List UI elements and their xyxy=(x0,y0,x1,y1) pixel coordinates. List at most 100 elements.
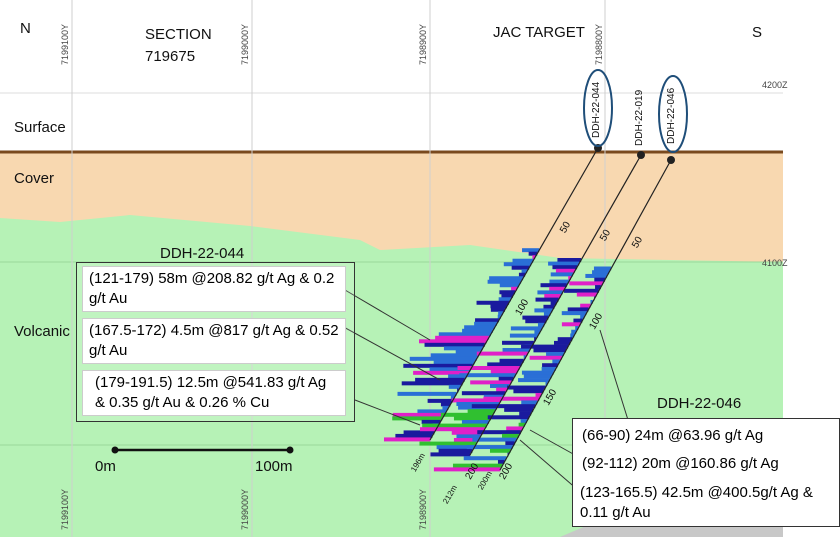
assay-bar xyxy=(392,416,443,421)
assay-bar xyxy=(554,340,571,345)
assay-bar xyxy=(540,283,567,288)
assay-bar xyxy=(567,307,589,312)
northing-label: 7199000Y xyxy=(240,488,250,530)
assay-bar xyxy=(533,348,567,353)
assay-bar xyxy=(595,285,601,290)
interval-box: (179-191.5) 12.5m @541.83 g/t Ag & 0.35 … xyxy=(82,370,346,416)
northing-label: 7199100Y xyxy=(60,488,70,530)
assay-bar xyxy=(509,333,539,338)
assay-bar xyxy=(513,389,544,394)
scale-end xyxy=(286,446,294,454)
assay-bar xyxy=(459,373,516,378)
assay-bar xyxy=(511,286,518,291)
assay-bar xyxy=(498,376,514,381)
hole-label: DDH-22-046 xyxy=(666,87,677,144)
assay-bar xyxy=(440,412,493,417)
assay-bar xyxy=(557,337,573,342)
assay-bar xyxy=(521,400,538,405)
assay-bar xyxy=(549,279,569,284)
assay-bar xyxy=(522,248,540,253)
assay-bar xyxy=(498,311,503,316)
assay-bar xyxy=(502,340,534,345)
assay-bar xyxy=(535,392,542,397)
assay-bar xyxy=(510,326,543,331)
assay-bar xyxy=(419,441,477,446)
assay-bar xyxy=(564,288,599,293)
assay-bar xyxy=(519,411,532,416)
assay-bar xyxy=(403,430,435,435)
assay-bar xyxy=(461,391,506,396)
assay-bar xyxy=(450,395,455,400)
hole-highlight xyxy=(658,75,688,153)
northing-label: 7199000Y xyxy=(240,23,250,65)
interval-box: (92-112) 20m @160.86 g/t Ag xyxy=(576,452,834,478)
assay-bar xyxy=(549,286,565,291)
assay-bar xyxy=(438,448,473,453)
assay-bar xyxy=(422,423,487,428)
north-label: N xyxy=(20,20,31,37)
assay-bar xyxy=(525,319,547,324)
scale-label: 100m xyxy=(255,458,293,475)
assay-bar xyxy=(544,294,561,298)
assay-bar xyxy=(490,369,518,374)
assay-bar xyxy=(451,430,483,435)
assay-bar xyxy=(573,318,583,323)
assay-bar xyxy=(464,325,495,330)
assay-bar xyxy=(580,314,585,319)
assay-bar xyxy=(421,419,441,424)
assay-bar xyxy=(512,258,534,263)
south-label: S xyxy=(752,24,763,41)
assay-bar xyxy=(592,270,610,275)
assay-bar xyxy=(522,315,549,320)
assay-bar xyxy=(529,355,562,360)
assay-bar xyxy=(427,398,453,403)
assay-bar xyxy=(504,407,534,412)
assay-bar xyxy=(535,297,559,302)
interval-text: (121-179) 58m @208.82 g/t Ag & 0.2 g/t A… xyxy=(89,270,335,307)
cover-layer xyxy=(0,152,783,262)
assay-bar xyxy=(456,402,500,406)
assay-bar xyxy=(457,366,520,370)
assay-bar xyxy=(490,304,507,309)
assay-bar xyxy=(543,304,555,309)
assay-bar xyxy=(552,265,578,270)
section-number: 719675 xyxy=(145,48,196,65)
assay-bar xyxy=(520,419,528,424)
interval-text: (92-112) 20m @160.86 g/t Ag xyxy=(582,455,779,472)
interval-box: (66-90) 24m @63.96 g/t Ag xyxy=(576,424,834,450)
assay-bar xyxy=(403,363,473,368)
assay-bar xyxy=(453,438,479,442)
assay-bar xyxy=(550,301,557,306)
assay-bar xyxy=(419,427,485,432)
assay-bar xyxy=(496,387,508,392)
assay-bar xyxy=(474,321,497,326)
assay-bar xyxy=(568,276,571,280)
assay-bar xyxy=(593,266,612,271)
assay-bar xyxy=(429,367,471,372)
assay-bar xyxy=(521,269,528,274)
layer-label: Cover xyxy=(14,170,55,187)
assay-bar xyxy=(528,251,538,256)
assay-bar xyxy=(570,333,575,338)
assay-bar xyxy=(545,381,548,386)
assay-bar xyxy=(453,416,491,421)
scale-label: 0m xyxy=(95,458,116,475)
assay-bar xyxy=(555,268,575,273)
leader-lines xyxy=(339,289,629,491)
assay-bar xyxy=(443,346,483,351)
assay-bar xyxy=(506,426,523,431)
assay-bar xyxy=(576,292,597,297)
assay-bar xyxy=(430,353,479,358)
assay-bar xyxy=(548,261,580,266)
assay-bar xyxy=(448,384,461,389)
assay-bar xyxy=(498,297,511,302)
assay-bar xyxy=(561,311,587,316)
assay-bar xyxy=(413,370,469,375)
assay-bar xyxy=(435,335,489,340)
layer-label: Surface xyxy=(14,119,66,136)
callout-title: DDH-22-044 xyxy=(160,245,245,262)
assay-bar xyxy=(483,396,540,401)
assay-bar xyxy=(580,303,591,308)
assay-bar xyxy=(518,422,525,427)
